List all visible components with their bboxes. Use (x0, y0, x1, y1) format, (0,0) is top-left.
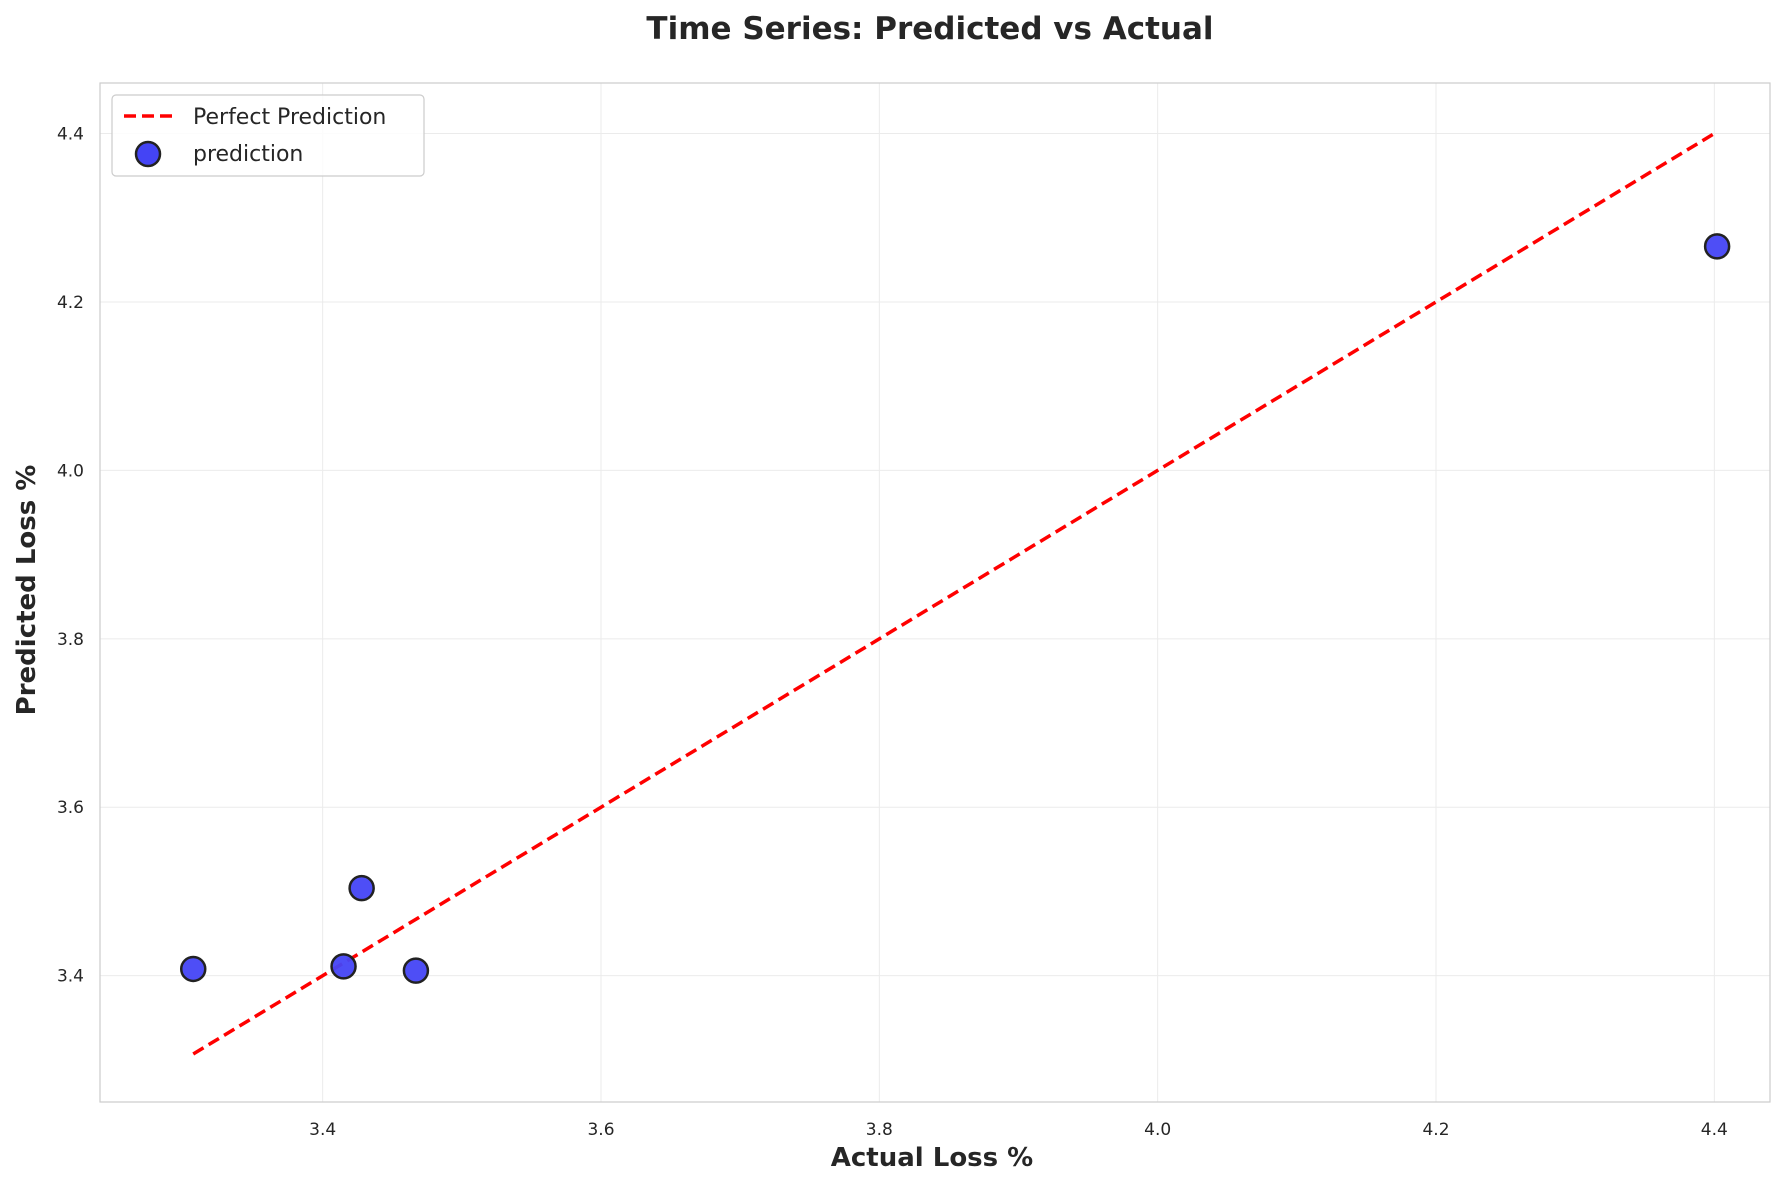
grid-lines (100, 83, 1770, 1102)
y-tick-label: 4.2 (57, 293, 84, 313)
prediction-point (330, 953, 357, 980)
chart-title: Time Series: Predicted vs Actual (646, 11, 1213, 47)
y-tick-label: 3.6 (57, 798, 84, 818)
prediction-point (348, 874, 375, 902)
x-tick-label: 4.4 (1701, 1120, 1728, 1140)
legend-box (111, 94, 425, 177)
y-axis-label: Predicted Loss % (12, 465, 42, 716)
y-tick-labels: 3.4 3.6 3.8 4.0 4.2 4.4 (57, 125, 84, 987)
y-tick-label: 3.4 (57, 967, 84, 987)
x-axis-label: Actual Loss % (831, 1143, 1033, 1173)
x-tick-label: 3.6 (587, 1120, 614, 1140)
x-tick-label: 4.2 (1422, 1120, 1449, 1140)
y-tick-label: 4.4 (57, 125, 84, 145)
data-series (179, 130, 1731, 1056)
perfect-prediction-line (192, 130, 1719, 1056)
prediction-point (1703, 233, 1731, 260)
x-tick-label: 3.8 (866, 1120, 893, 1140)
plot-area-frame (99, 82, 1771, 1103)
x-tick-labels: 3.4 3.6 3.8 4.0 4.2 4.4 (309, 1120, 1728, 1140)
x-tick-label: 4.0 (1144, 1120, 1171, 1140)
y-tick-label: 4.0 (57, 461, 84, 481)
x-tick-label: 3.4 (309, 1120, 336, 1140)
y-tick-label: 3.8 (57, 630, 84, 650)
prediction-point (179, 955, 207, 983)
prediction-point (402, 957, 430, 984)
legend-scatter-marker-icon (134, 140, 162, 168)
legend-label-prediction: prediction (193, 142, 303, 167)
legend: Perfect Prediction prediction (111, 94, 425, 177)
legend-label-perfect-prediction: Perfect Prediction (193, 105, 386, 130)
